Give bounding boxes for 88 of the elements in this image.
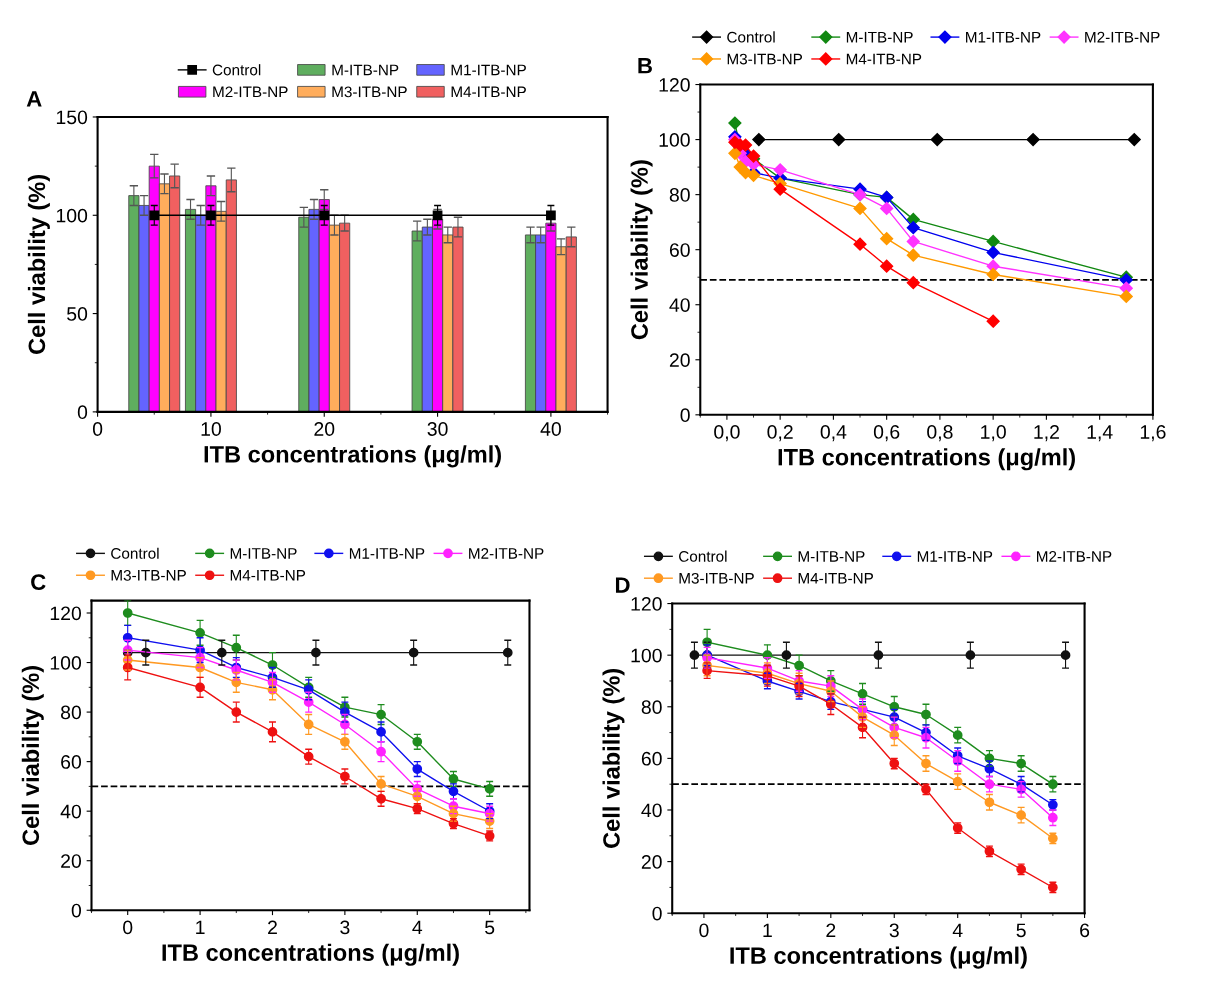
legend-label: M1-ITB-NP: [917, 551, 993, 562]
x-tick-label: 0: [699, 923, 709, 938]
x-tick-label: 4: [952, 923, 963, 938]
x-tick-label: 1,0: [981, 425, 1006, 442]
x-axis-title: ITB concentrations (μg/ml): [730, 946, 1027, 969]
x-tick-label: 30: [427, 422, 448, 436]
y-axis-title: Cell viability (%): [602, 669, 625, 848]
x-tick-label: 40: [540, 422, 561, 436]
legend-label: M1-ITB-NP: [349, 548, 425, 559]
legend-label: Control: [111, 547, 159, 559]
y-tick-label: 60: [669, 243, 690, 257]
y-tick-label: 150: [56, 110, 88, 125]
y-tick-label: 50: [67, 307, 88, 321]
x-tick-label: 1,4: [1087, 425, 1113, 442]
x-tick-label: 1: [196, 920, 205, 935]
legend-label: M3-ITB-NP: [679, 572, 754, 584]
chart-title: B: [638, 58, 652, 74]
chart-title: D: [615, 577, 630, 593]
legend-label: Control: [679, 550, 727, 562]
x-tick-label: 3: [889, 923, 899, 938]
x-tick-label: 0,0: [714, 425, 740, 442]
y-tick-label: 100: [659, 133, 690, 147]
y-axis-title: Cell viability (%): [27, 175, 50, 354]
legend-label: M2-ITB-NP: [213, 86, 288, 98]
x-tick-label: 0: [92, 422, 103, 436]
y-tick-label: 0: [652, 906, 662, 921]
x-tick-label: 5: [1016, 923, 1026, 938]
legend-label: M-ITB-NP: [846, 31, 913, 43]
x-tick-label: 0,4: [820, 425, 847, 442]
legend-label: M3-ITB-NP: [111, 569, 186, 581]
legend-label: M1-ITB-NP: [451, 64, 526, 76]
x-axis-title: ITB concentrations (μg/ml): [204, 445, 501, 468]
y-tick-label: 40: [60, 804, 82, 819]
x-tick-label: 1,6: [1140, 425, 1166, 442]
legend-label: M4-ITB-NP: [451, 86, 526, 98]
x-axis-title: ITB concentrations (μg/ml): [778, 448, 1075, 471]
y-tick-label: 100: [631, 648, 662, 663]
legend-label: Control: [727, 31, 775, 43]
y-tick-label: 0: [680, 408, 690, 423]
y-tick-label: 80: [61, 705, 82, 720]
y-tick-label: 120: [50, 606, 82, 621]
y-axis-title: Cell viability (%): [21, 666, 44, 845]
x-tick-label: 4: [412, 920, 423, 935]
x-tick-label: 5: [485, 920, 495, 935]
y-tick-label: 0: [71, 903, 82, 918]
legend-label: M4-ITB-NP: [846, 53, 922, 65]
y-tick-label: 100: [56, 208, 88, 223]
x-tick-label: 0,2: [767, 425, 793, 442]
x-tick-label: 0,8: [927, 425, 953, 442]
y-tick-label: 80: [641, 700, 662, 715]
legend-label: M1-ITB-NP: [966, 31, 1041, 43]
legend-label: M3-ITB-NP: [332, 86, 407, 98]
chart-title: A: [26, 91, 42, 107]
x-axis-title: ITB concentrations (μg/ml): [162, 943, 459, 966]
y-tick-label: 20: [61, 854, 82, 868]
y-tick-label: 20: [641, 855, 662, 869]
x-tick-label: 2: [826, 923, 836, 938]
y-tick-label: 40: [669, 298, 690, 312]
legend-label: M2-ITB-NP: [469, 548, 544, 559]
x-tick-label: 2: [268, 920, 277, 935]
x-tick-label: 1,2: [1034, 425, 1059, 442]
legend-label: M3-ITB-NP: [727, 53, 803, 65]
chart-title: C: [31, 574, 46, 591]
y-axis-title: Cell viability (%): [630, 160, 653, 340]
x-tick-label: 1: [763, 923, 772, 938]
y-tick-label: 120: [659, 78, 690, 92]
legend-label: M-ITB-NP: [230, 548, 297, 559]
legend-label: M2-ITB-NP: [1085, 31, 1160, 43]
x-tick-label: 3: [340, 920, 350, 935]
legend-label: Control: [212, 64, 261, 76]
legend-label: M4-ITB-NP: [798, 573, 874, 584]
y-tick-label: 40: [641, 803, 662, 818]
legend-label: M-ITB-NP: [798, 551, 865, 562]
legend-label: M2-ITB-NP: [1037, 551, 1112, 562]
y-tick-label: 0: [77, 405, 88, 420]
y-tick-label: 80: [669, 188, 690, 202]
legend-label: M4-ITB-NP: [230, 570, 306, 581]
y-tick-label: 100: [50, 656, 82, 670]
x-tick-label: 10: [201, 422, 221, 436]
x-tick-label: 20: [314, 422, 335, 436]
x-tick-label: 0,6: [873, 425, 900, 442]
y-tick-label: 60: [641, 751, 662, 766]
x-tick-label: 0: [123, 920, 133, 935]
legend-label: M-ITB-NP: [332, 64, 399, 76]
x-tick-label: 6: [1080, 923, 1090, 938]
y-tick-label: 120: [631, 597, 662, 611]
y-tick-label: 60: [61, 755, 82, 769]
y-tick-label: 20: [669, 353, 690, 368]
